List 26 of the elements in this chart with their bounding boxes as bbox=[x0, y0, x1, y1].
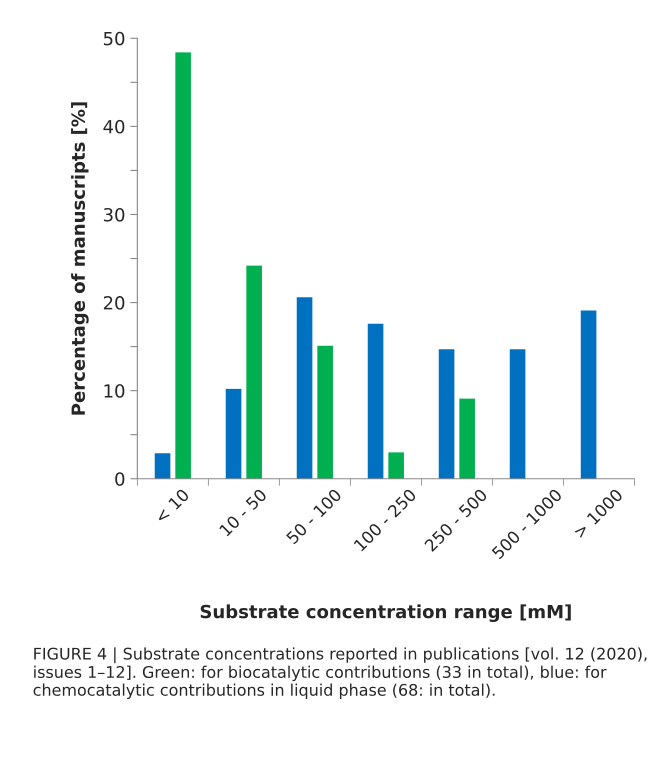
x-tick-label: 100 - 250 bbox=[353, 488, 417, 552]
x-tick-label: 250 - 500 bbox=[424, 488, 488, 552]
y-tick-label: 20 bbox=[104, 296, 124, 310]
bar bbox=[459, 398, 475, 479]
bar bbox=[175, 52, 191, 479]
y-tick-label: 30 bbox=[104, 208, 124, 222]
y-tick-label: 40 bbox=[103, 120, 124, 134]
y-tick-label: 10 bbox=[104, 384, 124, 398]
x-tick-label: < 10 bbox=[154, 488, 190, 524]
x-axis-title: Substrate concentration range [mM] bbox=[200, 604, 571, 622]
bar bbox=[438, 349, 454, 479]
bar bbox=[246, 266, 262, 479]
y-tick-label: 0 bbox=[115, 472, 124, 486]
bar bbox=[296, 297, 312, 479]
bar bbox=[388, 452, 404, 479]
bar bbox=[317, 346, 333, 479]
bar bbox=[226, 388, 242, 479]
caption: FIGURE 4 | Substrate concentrations reported in publications [vol. 12 (2020), issues 1–12]. Green: for biocatalytic contributions (33 in total), blue: for chemocatalytic contributions in liquid phase (68: in total). bbox=[34, 647, 647, 700]
y-tick-label: 50 bbox=[104, 32, 124, 46]
x-tick-label: 50 - 100 bbox=[286, 488, 342, 545]
bar bbox=[154, 453, 170, 479]
bar bbox=[580, 310, 596, 479]
y-axis-title: Percentage of manuscripts [%] bbox=[71, 102, 89, 415]
bar bbox=[368, 324, 384, 479]
bar bbox=[510, 349, 526, 479]
x-tick-label: 10 - 50 bbox=[218, 488, 268, 537]
